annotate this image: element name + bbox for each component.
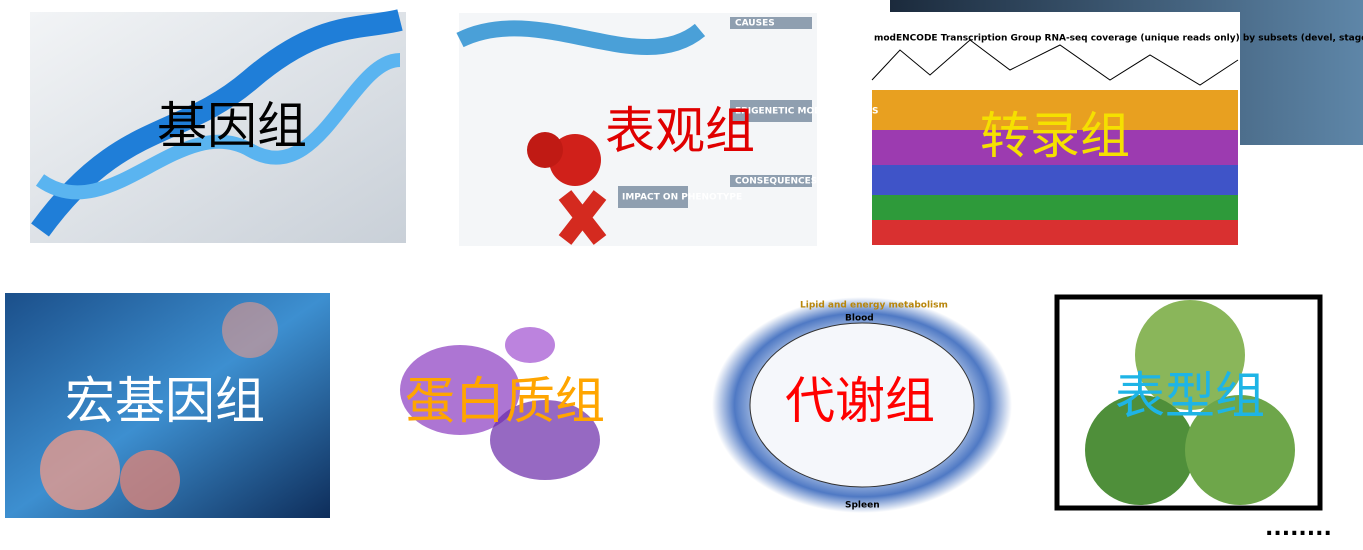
image-caption: EPIGENETIC MODIFICATIONS	[735, 107, 878, 117]
metagenome-image	[5, 293, 330, 518]
tile-label: 宏基因组	[65, 372, 265, 430]
genome-image	[30, 9, 406, 243]
image-caption: IMPACT ON PHENOTYPE	[622, 193, 742, 203]
tile-label: 表观组	[605, 102, 755, 160]
tile-label: 蛋白质组	[405, 372, 605, 430]
transcriptome-image	[870, 0, 1363, 250]
more-indicator: ........	[1265, 516, 1332, 541]
tile-label: 基因组	[157, 97, 307, 155]
labels: 基因组 CAUSES EPIGENETIC MODIFICATIONS CONSEQU…	[65, 19, 1363, 511]
image-caption: CAUSES	[735, 19, 775, 29]
image-caption: CONSEQUENCES	[735, 177, 817, 187]
tile-label: 转录组	[980, 107, 1130, 165]
metabolome-image	[705, 293, 1020, 525]
image-caption: Blood	[845, 314, 874, 324]
tile-label: 表型组	[1115, 367, 1265, 425]
proteome-image	[350, 295, 655, 525]
tile-label: 代谢组	[785, 372, 935, 430]
phenome-image	[1054, 294, 1323, 511]
image-caption: modENCODE Transcription Group RNA-seq co…	[874, 34, 1363, 44]
image-caption: Spleen	[845, 501, 880, 511]
image-caption: Lipid and energy metabolism	[800, 301, 948, 311]
epigenome-image	[456, 13, 817, 246]
